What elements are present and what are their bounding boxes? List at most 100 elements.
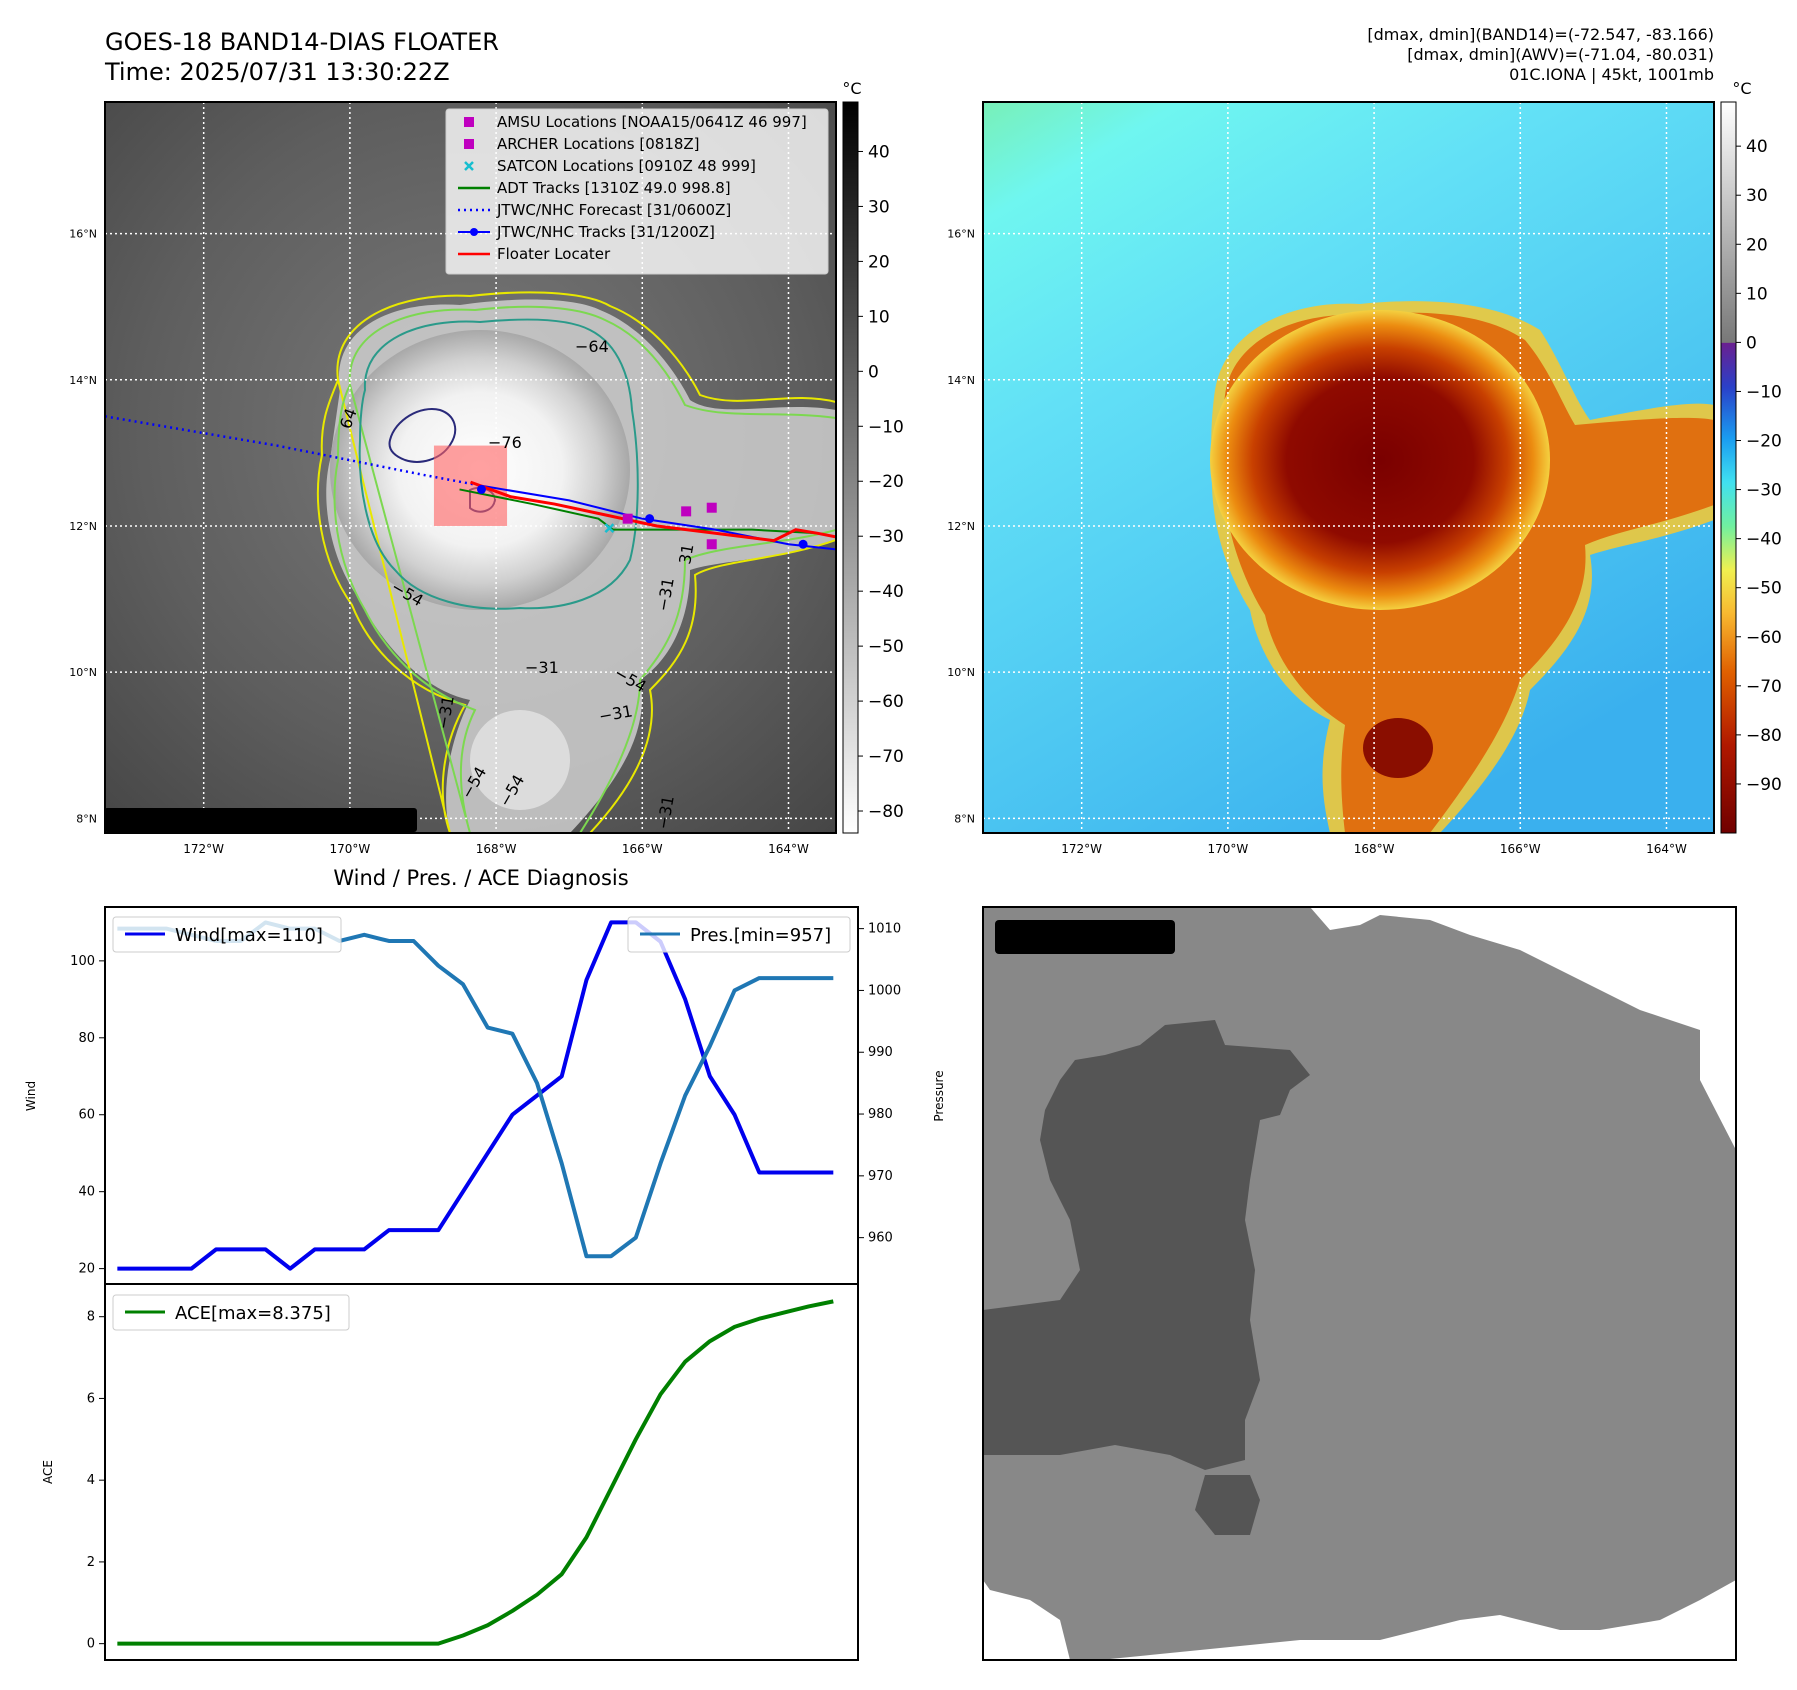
legend-marker-square <box>464 139 474 149</box>
ace-ytick-label: 2 <box>87 1555 95 1570</box>
amsu-marker <box>681 506 692 517</box>
ir-colorbar-tick-label: −30 <box>868 527 904 547</box>
figure-title-line1: GOES-18 BAND14-DIAS FLOATER <box>105 28 499 56</box>
ir-colorbar-tick-label: 30 <box>868 197 890 217</box>
floater-track <box>469 480 836 543</box>
pressure-legend-box <box>627 916 851 953</box>
awv-lon-label: 170°W <box>1207 842 1248 856</box>
awv-lat-label: 14°N <box>947 374 975 387</box>
figure-title-line2: Time: 2025/07/31 13:30:22Z <box>104 58 450 86</box>
ir-colorbar-unit: °C <box>842 79 861 98</box>
pressure-ytick-label: 1000 <box>868 983 901 998</box>
jtwc-track-point <box>645 514 655 524</box>
awv-frame <box>982 101 1715 834</box>
wind-legend: Wind[max=110] <box>112 916 342 953</box>
ace-plot-area <box>104 1283 859 1661</box>
contour-yellow <box>317 291 836 833</box>
awv-lon-label: 172°W <box>1061 842 1102 856</box>
ir-colorbar-tick-label: 10 <box>868 307 890 327</box>
awv-lon-label: 164°W <box>1646 842 1687 856</box>
ir-lat-label: 16°N <box>69 228 97 241</box>
ir-colorbar-tick-label: −40 <box>868 582 904 602</box>
ace-ytick-label: 8 <box>87 1310 95 1325</box>
awv-cloud-band <box>1363 718 1433 778</box>
contour-label: −64 <box>575 337 609 356</box>
amsu-marker <box>706 539 717 550</box>
copyright-box <box>104 808 417 832</box>
wind-ytick-label: 100 <box>70 954 95 969</box>
jtwc-track <box>481 484 836 551</box>
floater-box <box>433 445 508 526</box>
legend-label: AMSU Locations [NOAA15/0641Z 46 997] <box>497 113 807 131</box>
wind-legend-box <box>112 916 342 953</box>
ir-legend-box <box>445 108 829 275</box>
ir-colorbar-tick-label: 20 <box>868 252 890 272</box>
contour-label: −31 <box>525 658 559 677</box>
pressure-legend: Pres.[min=957] <box>627 916 851 953</box>
ace-ytick-label: 6 <box>87 1391 95 1406</box>
awv-lat-label: 16°N <box>947 228 975 241</box>
awv-colorbar-tick-label: −80 <box>1746 726 1782 746</box>
legend-label: Floater Locater <box>497 245 611 263</box>
ace-chart: ACE 0 2 4 6 8 ACE[max=8.375] <box>41 1283 859 1661</box>
ace-ytick-label: 4 <box>87 1473 95 1488</box>
diagnosis-title: Wind / Pres. / ACE Diagnosis <box>333 866 628 890</box>
legend-marker-dot <box>470 228 478 236</box>
awv-colorbar-tick-label: 40 <box>1746 137 1768 157</box>
ir-lat-label: 14°N <box>69 374 97 387</box>
ace-legend-box <box>112 1294 350 1331</box>
ir-lon-label: 166°W <box>622 842 663 856</box>
awv-colorbar-unit: °C <box>1732 79 1751 98</box>
pressure-ytick-label: 970 <box>868 1169 893 1184</box>
legend-label: SATCON Locations [0910Z 48 999] <box>497 157 756 175</box>
awv-lat-label: 8°N <box>954 812 975 825</box>
pressure-legend-label: Pres.[min=957] <box>690 925 831 946</box>
ace-ytick-label: 0 <box>87 1637 95 1652</box>
wind-series-line <box>117 920 834 1271</box>
awv-colorbar-tick-label: −30 <box>1746 481 1782 501</box>
awv-cloud-core <box>1210 310 1550 610</box>
ir-colorbar-tick-label: −20 <box>868 472 904 492</box>
ir-map-panel: −64 −76 64 −54 −54 −31 −31 −31 −54 31 −3… <box>69 79 904 856</box>
legend-marker-x <box>464 161 474 171</box>
legend-label: ADT Tracks [1310Z 49.0 998.8] <box>497 179 731 197</box>
ir-lat-label: 10°N <box>69 666 97 679</box>
contour-teal <box>358 318 639 610</box>
wmg-panel: WMG Count: 0 <box>982 906 1737 1661</box>
awv-colorbar-tick-label: 0 <box>1746 333 1757 353</box>
pressure-ytick-label: 1010 <box>868 922 901 937</box>
awv-colorbar-tick-label: −40 <box>1746 530 1782 550</box>
legend-label: ARCHER Locations [0818Z] <box>497 135 700 153</box>
ir-colorbar: °C 40 30 20 10 0 −10 −20 −30 −40 −50 −60 −70 −80 <box>842 79 904 834</box>
info-line1: [dmax, dmin](BAND14)=(-72.547, -83.166) <box>1367 25 1714 44</box>
contour-green <box>333 305 836 833</box>
wmg-frame <box>982 906 1737 1661</box>
ir-lat-label: 12°N <box>69 520 97 533</box>
wind-ytick-label: 40 <box>78 1185 95 1200</box>
awv-colorbar-tick-label: −90 <box>1746 775 1782 795</box>
wind-ytick-label: 80 <box>78 1031 95 1046</box>
awv-tick-labels: 16°N 14°N 12°N 10°N 8°N 172°W 170°W 168°W 166°W 1… <box>947 228 1687 856</box>
awv-colorbar: °C 40 30 20 10 0 −10 −20 −30 −40 −50 −60 −70 −80 −90 <box>1720 79 1782 834</box>
ir-lon-label: 164°W <box>768 842 809 856</box>
awv-colorbar-tick-label: −50 <box>1746 579 1782 599</box>
wind-pressure-chart: Wind / Pres. / ACE Diagnosis Wind Pressu… <box>24 866 946 1285</box>
ace-axis-label: ACE <box>41 1460 55 1484</box>
wind-ytick-label: 60 <box>78 1108 95 1123</box>
wmg-count-box <box>995 920 1175 954</box>
pressure-ytick-label: 960 <box>868 1231 893 1246</box>
wmg-count-label: WMG Count: 0 <box>1003 925 1164 949</box>
adt-track <box>459 488 818 535</box>
awv-lat-label: 10°N <box>947 666 975 679</box>
awv-map-panel: 16°N 14°N 12°N 10°N 8°N 172°W 170°W 168°W 166°W 1… <box>947 79 1782 856</box>
ir-legend: AMSU Locations [NOAA15/0641Z 46 997] ARCH… <box>445 108 829 275</box>
info-line3: 01C.IONA | 45kt, 1001mb <box>1509 65 1714 84</box>
awv-colorbar-tick-label: −60 <box>1746 628 1782 648</box>
ir-colorbar-tick-label: 0 <box>868 362 879 382</box>
ir-colorbar-bar <box>842 101 859 834</box>
awv-lat-label: 12°N <box>947 520 975 533</box>
amsu-marker <box>622 513 633 524</box>
awv-colorbar-tick-label: 10 <box>1746 284 1768 304</box>
awv-colorbar-tick-label: −70 <box>1746 677 1782 697</box>
